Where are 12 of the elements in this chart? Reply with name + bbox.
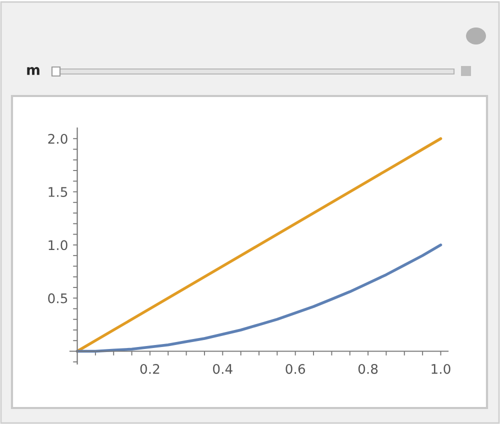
x-tick-label: 1.0 <box>432 364 450 374</box>
line-series <box>76 244 442 353</box>
x-tick-label: 0.8 <box>358 364 378 374</box>
text: m <box>27 67 40 75</box>
x-tick-label: 0.2 <box>140 364 160 374</box>
y-tick-label: 2.0 <box>48 134 68 144</box>
line-series <box>76 137 442 353</box>
y-tick-label: 1.5 <box>48 187 68 197</box>
y-tick-label: 1.0 <box>48 240 68 250</box>
y-tick-label: 0.5 <box>48 293 68 304</box>
x-tick-label: 0.6 <box>286 364 306 374</box>
x-tick-label: 0.4 <box>213 364 232 374</box>
